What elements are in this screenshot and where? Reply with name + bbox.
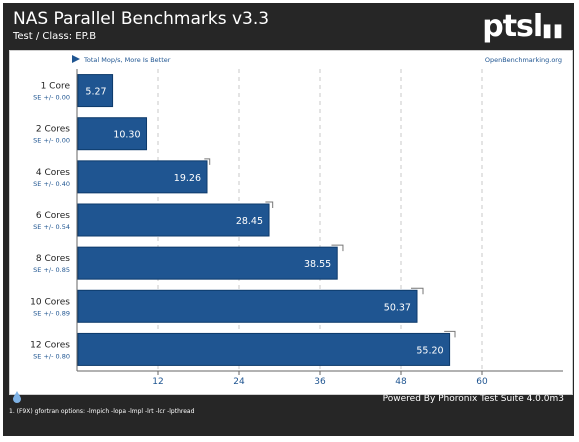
chart-title: NAS Parallel Benchmarks v3.3 [13, 9, 270, 29]
bar-value-label: 19.26 [174, 173, 201, 184]
bar [77, 160, 208, 194]
bar-chart: Total Mop/s, More Is Better OpenBenchmar… [30, 55, 563, 387]
bar [77, 332, 451, 366]
category-label: 8 Cores [36, 254, 70, 264]
pts-logo-text: ptsl [482, 9, 543, 44]
pts-logo-bars-icon: ▮▮ [542, 20, 564, 41]
error-bar [204, 158, 211, 165]
se-label: SE +/- 0.85 [33, 266, 70, 274]
bar-value-label: 5.27 [85, 87, 106, 98]
error-bar [444, 330, 456, 338]
se-label: SE +/- 0.54 [33, 223, 70, 231]
bar [77, 203, 270, 237]
category-label: 12 Cores [30, 340, 70, 350]
bar-value-label: 55.20 [416, 345, 443, 356]
x-tick-label: 48 [395, 377, 407, 387]
category-label: 2 Cores [36, 125, 70, 135]
phoronix-drop-icon [13, 391, 21, 403]
bar-value-label: 50.37 [384, 302, 411, 313]
x-tick-label: 36 [314, 377, 326, 387]
se-label: SE +/- 0.89 [33, 309, 70, 317]
category-label: 6 Cores [36, 211, 70, 221]
x-tick-label: 24 [233, 377, 245, 387]
bar [77, 74, 114, 108]
chart-panel: NAS Parallel Benchmarks v3.3 Test / Clas… [3, 3, 574, 436]
error-bar [265, 201, 274, 208]
x-tick-label: 60 [476, 377, 488, 387]
pts-logo: ptsl▮▮ [482, 9, 564, 44]
powered-by: Powered By Phoronix Test Suite 4.0.0m3 [382, 394, 564, 404]
bars: 5.27 1 Core SE +/- 0.00 10.30 2 Cores SE +/- … [30, 74, 456, 366]
bar-value-label: 28.45 [236, 216, 263, 227]
bar-value-label: 38.55 [304, 259, 331, 270]
chart-subtitle: Test / Class: EP.B [13, 31, 97, 42]
bar [77, 117, 148, 151]
more-is-better-arrow-icon [72, 55, 80, 63]
error-bar [331, 244, 344, 252]
source-label: OpenBenchmarking.org [485, 56, 562, 64]
error-bar [410, 287, 424, 295]
bar [77, 289, 418, 323]
x-tick-label: 12 [152, 377, 163, 387]
bar-value-label: 10.30 [113, 130, 140, 141]
measure-label: Total Mop/s, More Is Better [83, 56, 171, 64]
plot-area: Total Mop/s, More Is Better OpenBenchmar… [9, 50, 573, 395]
se-label: SE +/- 0.00 [33, 94, 70, 102]
se-label: SE +/- 0.40 [33, 180, 70, 188]
se-label: SE +/- 0.00 [33, 137, 70, 145]
bar [77, 246, 338, 280]
x-axis: 12 24 36 48 60 [76, 69, 563, 387]
category-label: 4 Cores [36, 168, 70, 178]
se-label: SE +/- 0.80 [33, 352, 70, 360]
category-label: 10 Cores [30, 297, 70, 307]
compiler-note: 1. (F9X) gfortran options: -lmpich -lopa… [9, 408, 195, 415]
category-label: 1 Core [41, 82, 71, 92]
